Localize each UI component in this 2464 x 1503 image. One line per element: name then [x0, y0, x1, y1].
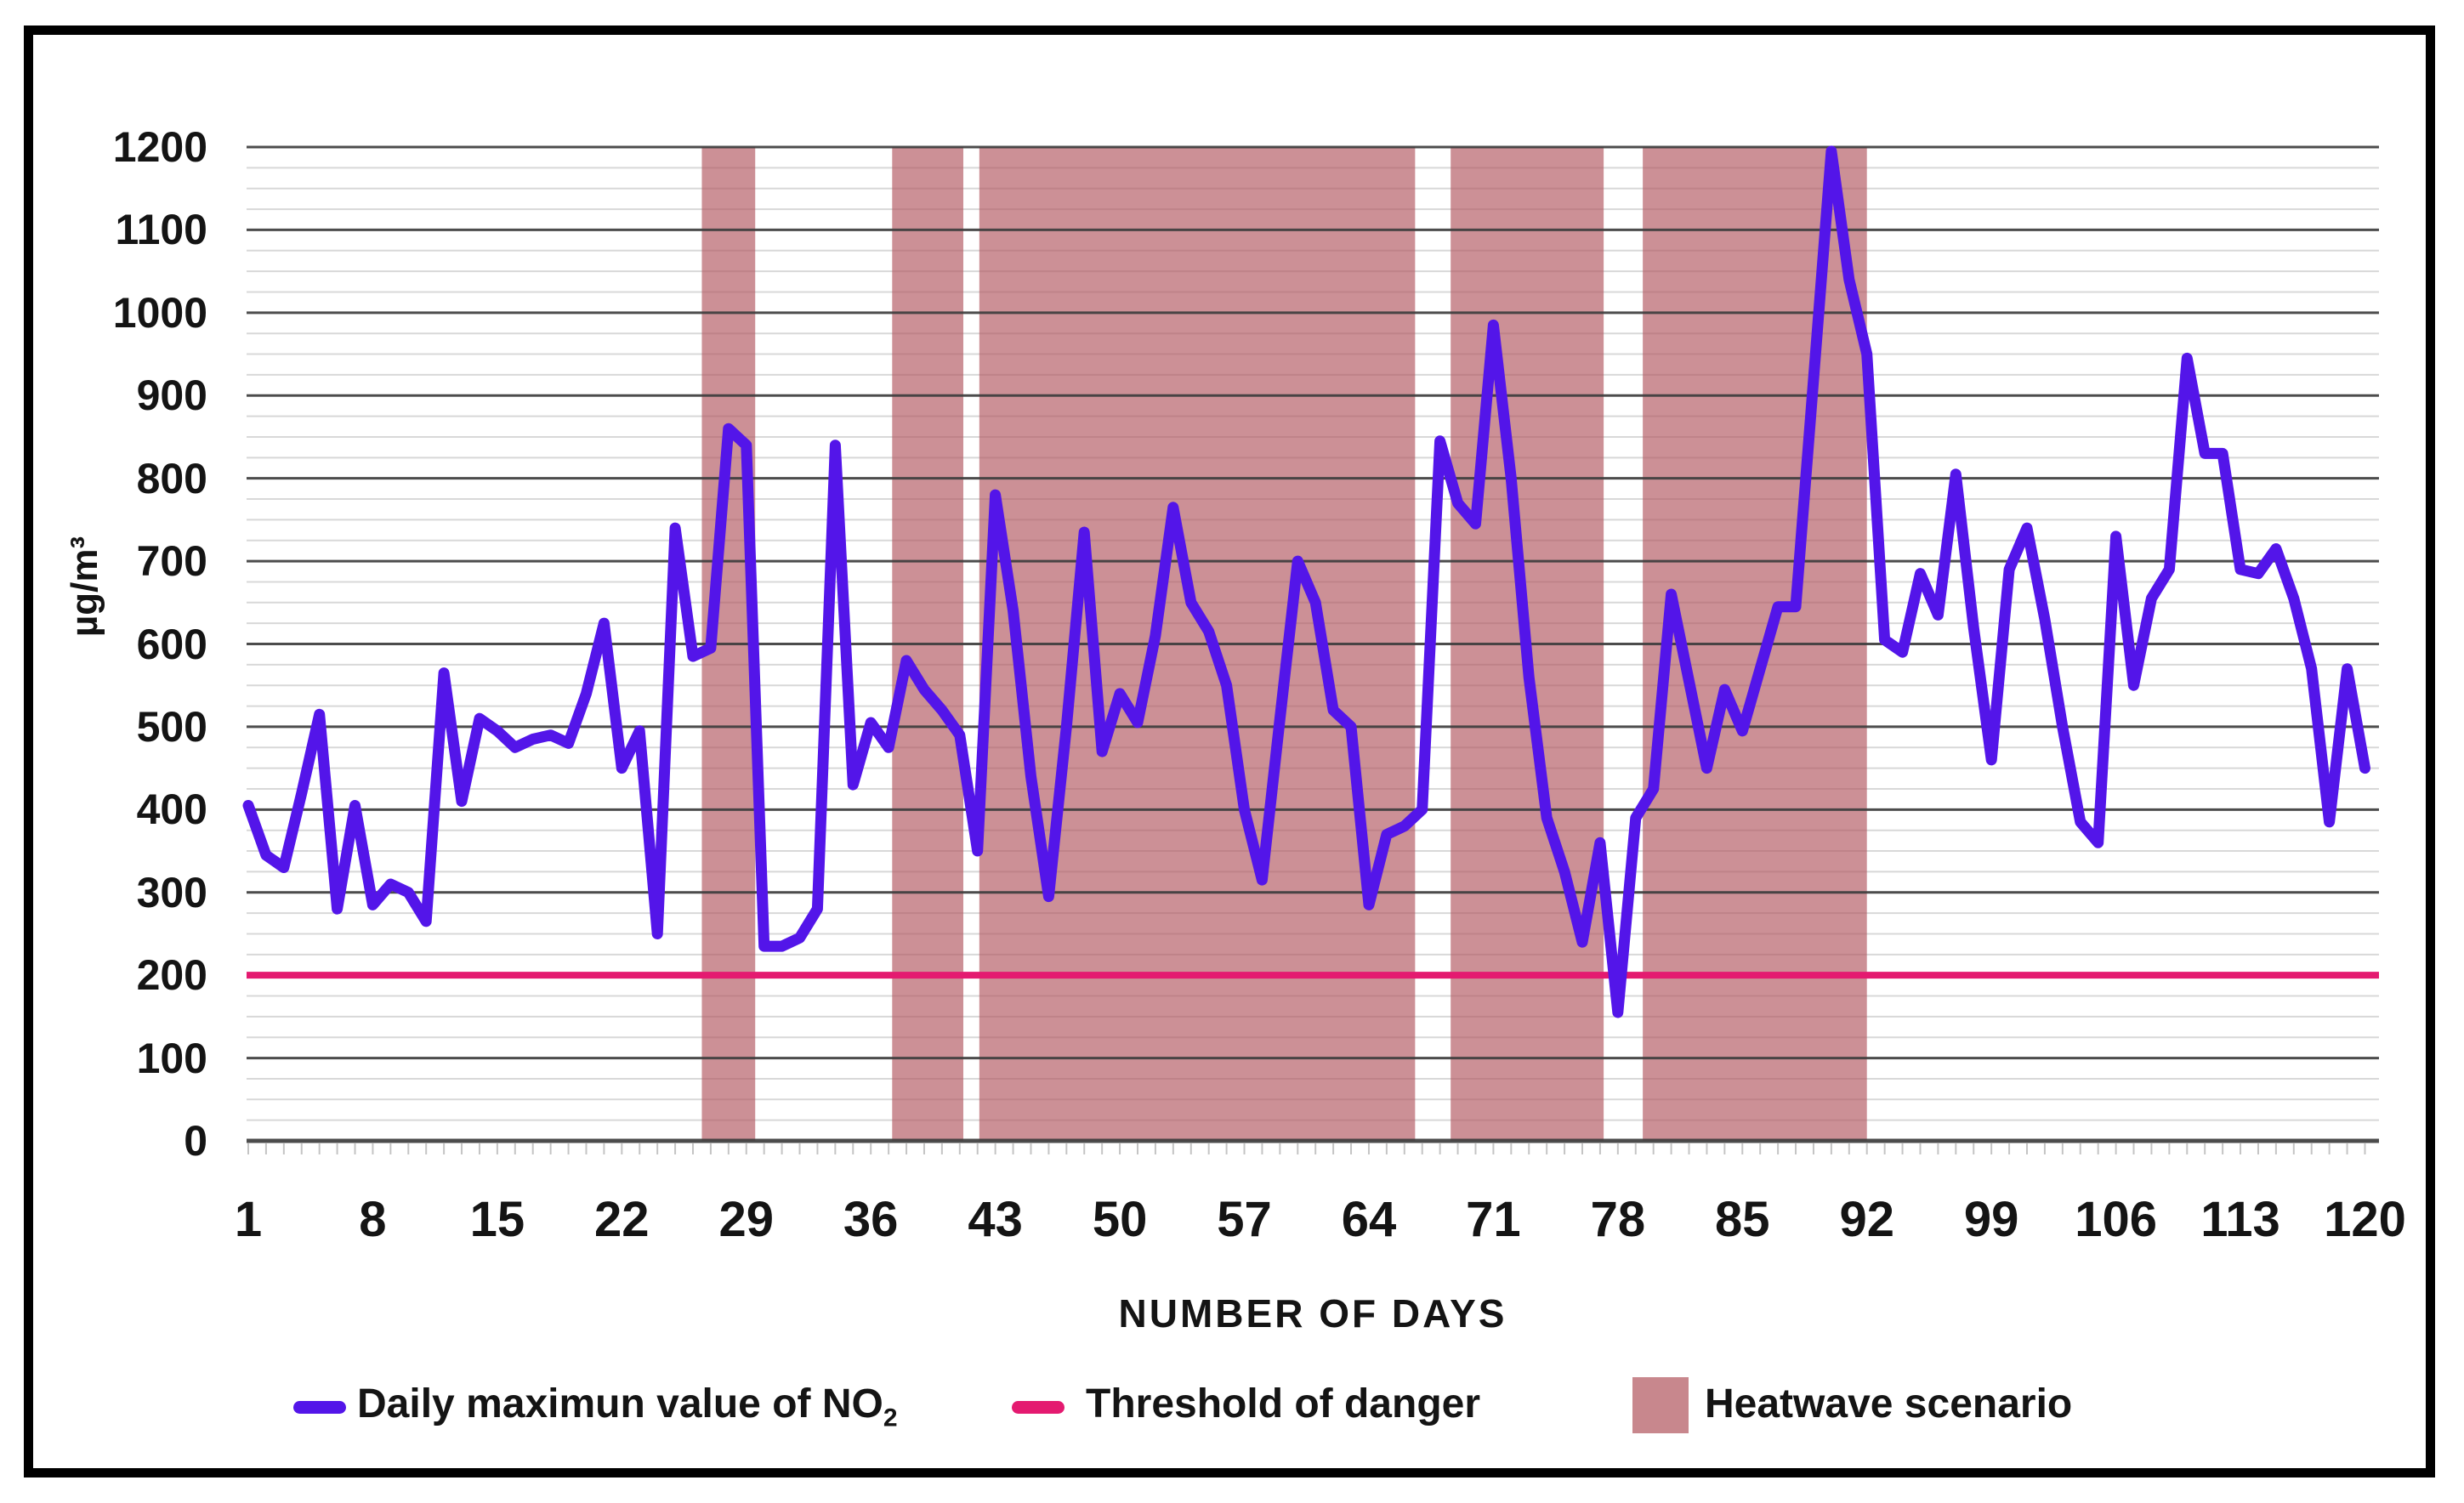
y-tick-label: 100	[136, 1034, 207, 1082]
x-tick-label: 50	[1092, 1192, 1148, 1247]
x-tick-label: 1	[234, 1192, 263, 1247]
y-tick-label: 200	[136, 951, 207, 1000]
y-tick-label: 800	[136, 454, 207, 502]
legend-label-heatwave: Heatwave scenario	[1705, 1381, 2073, 1426]
legend-label-series-text: Daily maximun value of NO	[357, 1381, 883, 1426]
x-tick-label: 85	[1715, 1192, 1770, 1247]
y-tick-label: 1000	[112, 288, 207, 337]
x-tick-label: 64	[1341, 1192, 1397, 1247]
x-axis-title: NUMBER OF DAYS	[1118, 1291, 1507, 1336]
y-tick-label: 600	[136, 620, 207, 668]
legend-swatch-heatwave	[1632, 1377, 1689, 1433]
y-tick-label: 400	[136, 786, 207, 834]
x-tick-label: 43	[968, 1192, 1023, 1247]
x-tick-label: 57	[1217, 1192, 1272, 1247]
x-tick-label: 78	[1590, 1192, 1646, 1247]
x-tick-label: 15	[469, 1192, 525, 1247]
plot-area	[242, 145, 2379, 1154]
y-tick-label: 1100	[115, 206, 207, 254]
y-tick-label: 300	[136, 868, 207, 916]
no2-series-line	[242, 145, 2370, 1018]
x-tick-label: 92	[1839, 1192, 1894, 1247]
x-tick-label: 113	[2200, 1192, 2280, 1247]
x-tick-label: 120	[2324, 1192, 2406, 1247]
x-tick-label: 29	[718, 1192, 774, 1247]
y-tick-label: 500	[136, 702, 207, 751]
y-tick-label: 1200	[112, 123, 207, 171]
legend-label-series: Daily maximun value of NO2	[357, 1379, 898, 1432]
x-tick-label: 8	[359, 1192, 387, 1247]
x-tick-label: 71	[1466, 1192, 1521, 1247]
legend-swatch-threshold	[1012, 1401, 1065, 1414]
x-tick-label: 22	[594, 1192, 650, 1247]
x-tick-label: 106	[2075, 1192, 2157, 1247]
y-tick-label: 700	[136, 537, 207, 586]
y-tick-label: 0	[184, 1117, 207, 1165]
x-tick-label: 99	[1963, 1192, 2019, 1247]
y-tick-label: 900	[136, 371, 207, 420]
legend-label-series-subscript: 2	[883, 1404, 898, 1432]
legend-label-threshold: Threshold of danger	[1086, 1381, 1481, 1426]
x-tick-label: 36	[843, 1192, 899, 1247]
legend-swatch-series	[293, 1401, 346, 1414]
